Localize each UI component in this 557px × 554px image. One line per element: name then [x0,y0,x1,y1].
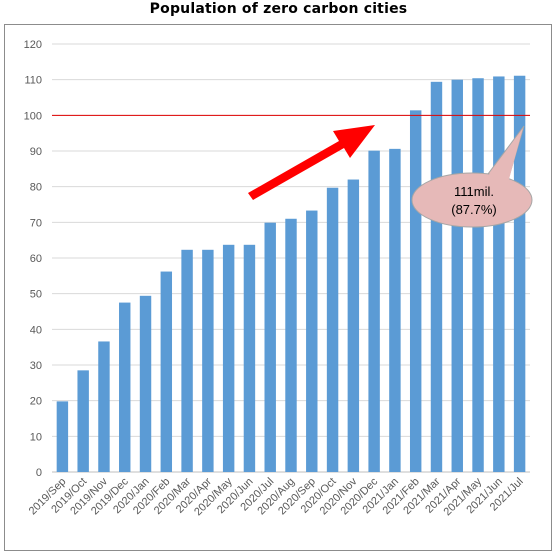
y-tick-label: 60 [30,253,42,265]
callout-line-1: 111mil. [454,184,494,199]
bar [451,79,463,473]
bar [202,249,214,472]
y-tick-label: 100 [24,110,42,122]
y-tick-label: 40 [30,324,42,336]
bar [243,244,256,472]
bar [493,76,505,472]
bar [56,401,69,472]
y-tick-label: 70 [30,217,42,229]
bar [98,341,110,472]
bar [77,370,89,472]
y-tick-label: 80 [30,182,42,194]
y-tick-label: 50 [30,289,42,301]
y-tick-label: 10 [30,431,42,443]
bar [326,187,339,472]
bar [347,179,360,473]
y-tick-label: 90 [30,146,42,158]
y-axis: 0 10 20 30 40 50 60 70 80 90 100 110 120 [24,39,42,479]
bar [409,110,422,472]
bar [160,271,173,472]
y-tick-label: 120 [24,39,42,51]
chart-frame [4,24,552,551]
bar [139,295,152,472]
bar [264,222,276,472]
trend-arrow [248,125,375,200]
bars [56,75,526,473]
bar [430,81,443,472]
bar [306,210,318,472]
y-tick-label: 110 [24,75,42,87]
bar [513,75,526,472]
bar [389,148,401,473]
trend-arrow-group [248,125,375,200]
chart-title: Population of zero carbon cities [149,1,408,17]
bar [368,150,380,473]
callout-group: 111mil. (87.7%) [411,125,533,228]
callout-pointer-fill [488,128,523,190]
y-tick-label: 20 [30,396,42,408]
x-axis: 2019/Sep2019/Oct2019/Nov2019/Dec2020/Jan… [27,475,526,518]
callout-bubble [411,172,533,228]
callout-line-2: (87.7%) [451,202,497,217]
y-tick-label: 30 [30,360,42,372]
bar [222,244,235,472]
bar [181,249,193,472]
y-tick-label: 0 [36,467,42,479]
bar [119,302,131,472]
bar [285,218,297,472]
bar [472,78,484,473]
